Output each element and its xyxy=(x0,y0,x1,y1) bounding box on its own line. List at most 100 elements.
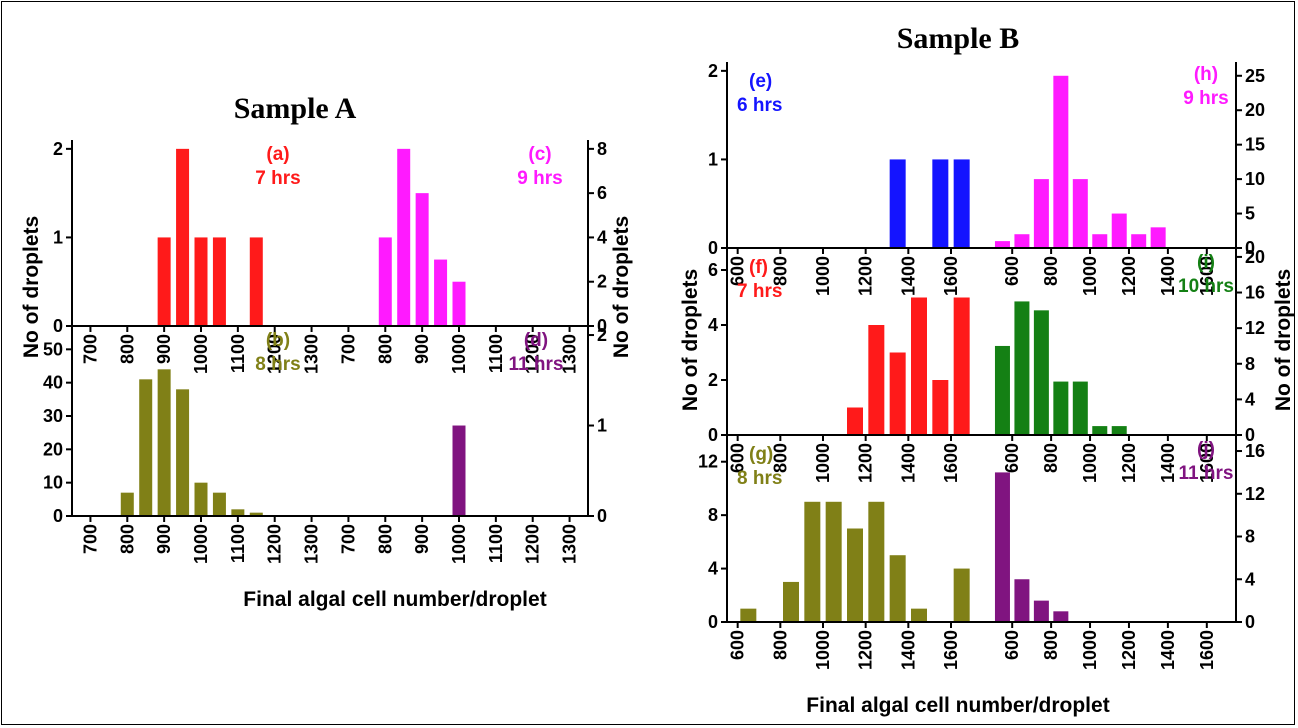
x-tick-label-c: 900 xyxy=(412,334,432,364)
x-tick-label-h: 800 xyxy=(1041,256,1061,286)
panel-e: 0 1 2 600 800 1000 1200 1400 1600 (e) 6 hrs xyxy=(708,61,983,296)
x-tick-label-i: 800 xyxy=(1041,443,1061,473)
time-label-i: 10 hrs xyxy=(1178,276,1234,297)
bar-e-1650 xyxy=(953,159,970,248)
x-tick-label-c: 1300 xyxy=(560,334,580,374)
x-tick-label-h: 1400 xyxy=(1158,256,1178,296)
y-tick-label-f: 2 xyxy=(708,370,718,390)
bar-j-750 xyxy=(1033,600,1049,622)
y-tick-label-c: 4 xyxy=(597,227,607,247)
y-tick-label-i: 12 xyxy=(1245,318,1265,338)
sample-b-title: Sample B xyxy=(897,22,1020,55)
y-tick-label-g: 0 xyxy=(708,612,718,632)
y-tick-label-h: 20 xyxy=(1245,100,1265,120)
x-tick-label-a: 700 xyxy=(80,334,100,364)
bar-f-1350 xyxy=(889,352,906,435)
y-tick-label-a: 1 xyxy=(53,227,63,247)
x-tick-label-a: 1200 xyxy=(265,334,285,374)
x-tick-label-i: 1200 xyxy=(1119,443,1139,483)
x-tick-label-d: 1000 xyxy=(449,524,469,564)
bar-g-950 xyxy=(804,501,821,622)
x-tick-label-a: 800 xyxy=(117,334,137,364)
sample-a-ylabel-right: No of droplets xyxy=(610,216,633,358)
bar-g-1050 xyxy=(825,501,842,622)
bar-c-850 xyxy=(397,148,411,326)
y-tick-label-j: 0 xyxy=(1245,612,1255,632)
bar-h-1050 xyxy=(1092,234,1108,248)
time-label-c: 9 hrs xyxy=(517,168,562,189)
x-tick-label-h: 600 xyxy=(1002,256,1022,286)
x-tick-label-b: 900 xyxy=(154,524,174,554)
time-label-d: 11 hrs xyxy=(509,354,564,375)
y-tick-label-c: 2 xyxy=(597,272,607,292)
x-tick-label-g: 600 xyxy=(728,630,748,660)
x-tick-label-i: 1000 xyxy=(1080,443,1100,483)
y-tick-label-d: 2 xyxy=(597,325,607,345)
x-tick-label-g: 800 xyxy=(770,630,790,660)
y-tick-label-e: 2 xyxy=(708,61,718,81)
x-tick-label-i: 1400 xyxy=(1158,443,1178,483)
bar-j-850 xyxy=(1053,611,1069,622)
panel-label-b: (b) xyxy=(266,330,290,351)
x-tick-label-f: 800 xyxy=(770,443,790,473)
y-tick-label-d: 0 xyxy=(597,506,607,526)
y-tick-label-b: 0 xyxy=(53,506,63,526)
x-tick-label-j: 1200 xyxy=(1119,630,1139,670)
x-tick-label-c: 700 xyxy=(338,334,358,364)
y-tick-label-i: 4 xyxy=(1245,389,1255,409)
bar-f-1250 xyxy=(868,325,885,435)
x-tick-label-b: 700 xyxy=(80,524,100,554)
x-tick-label-d: 1100 xyxy=(486,524,506,563)
bar-g-1350 xyxy=(889,555,906,622)
bar-a-1050 xyxy=(212,237,226,326)
panel-label-g: (g) xyxy=(749,444,773,465)
bar-b-1150 xyxy=(249,512,263,516)
x-tick-label-j: 1600 xyxy=(1197,630,1217,670)
y-tick-label-i: 20 xyxy=(1245,247,1265,267)
y-tick-label-h: 0 xyxy=(1245,238,1255,258)
y-tick-label-h: 15 xyxy=(1245,135,1265,155)
bar-d-1000 xyxy=(452,425,466,516)
y-tick-label-b: 10 xyxy=(43,473,63,493)
bar-b-1100 xyxy=(231,509,245,516)
sample-a-title: Sample A xyxy=(234,92,357,125)
y-tick-label-a: 2 xyxy=(53,139,63,159)
x-tick-label-e: 1600 xyxy=(941,256,961,296)
bar-f-1450 xyxy=(911,297,927,435)
panel-label-e: (e) xyxy=(749,71,772,92)
x-tick-label-g: 1200 xyxy=(856,630,876,670)
y-tick-label-h: 25 xyxy=(1245,66,1265,86)
time-label-a: 7 hrs xyxy=(255,168,300,189)
x-tick-label-g: 1600 xyxy=(941,630,961,670)
bar-c-900 xyxy=(415,193,429,326)
x-tick-label-j: 1400 xyxy=(1158,630,1178,670)
sample-a-xlabel: Final algal cell number/droplet xyxy=(243,588,546,611)
y-tick-label-f: 0 xyxy=(708,425,718,445)
x-tick-label-j: 800 xyxy=(1041,630,1061,660)
x-tick-label-d: 900 xyxy=(412,524,432,554)
x-tick-label-a: 1000 xyxy=(191,334,211,374)
x-tick-label-g: 1000 xyxy=(813,630,833,670)
bar-i-550 xyxy=(994,345,1010,435)
bar-c-800 xyxy=(378,237,392,326)
bar-e-1550 xyxy=(932,159,949,248)
bar-b-950 xyxy=(176,389,190,516)
x-tick-label-d: 800 xyxy=(375,524,395,554)
panel-label-a: (a) xyxy=(266,144,289,165)
y-tick-label-e: 0 xyxy=(708,238,718,258)
bar-i-650 xyxy=(1014,301,1030,435)
panel-label-d: (d) xyxy=(524,330,548,351)
bar-g-1250 xyxy=(868,501,885,622)
panel-label-i: (i) xyxy=(1197,252,1215,273)
x-tick-label-f: 1200 xyxy=(856,443,876,483)
panel-label-h: (h) xyxy=(1194,64,1218,85)
bar-h-650 xyxy=(1014,234,1030,248)
bar-a-950 xyxy=(176,148,190,326)
y-tick-label-c: 0 xyxy=(597,316,607,336)
panel-g: 0 4 8 12 600 800 1000 1200 1400 1600 (g) 8 hrs xyxy=(698,435,983,670)
x-tick-label-f: 1600 xyxy=(941,443,961,483)
x-tick-label-e: 1000 xyxy=(813,256,833,296)
x-tick-label-j: 1000 xyxy=(1080,630,1100,670)
bar-b-800 xyxy=(120,492,134,516)
